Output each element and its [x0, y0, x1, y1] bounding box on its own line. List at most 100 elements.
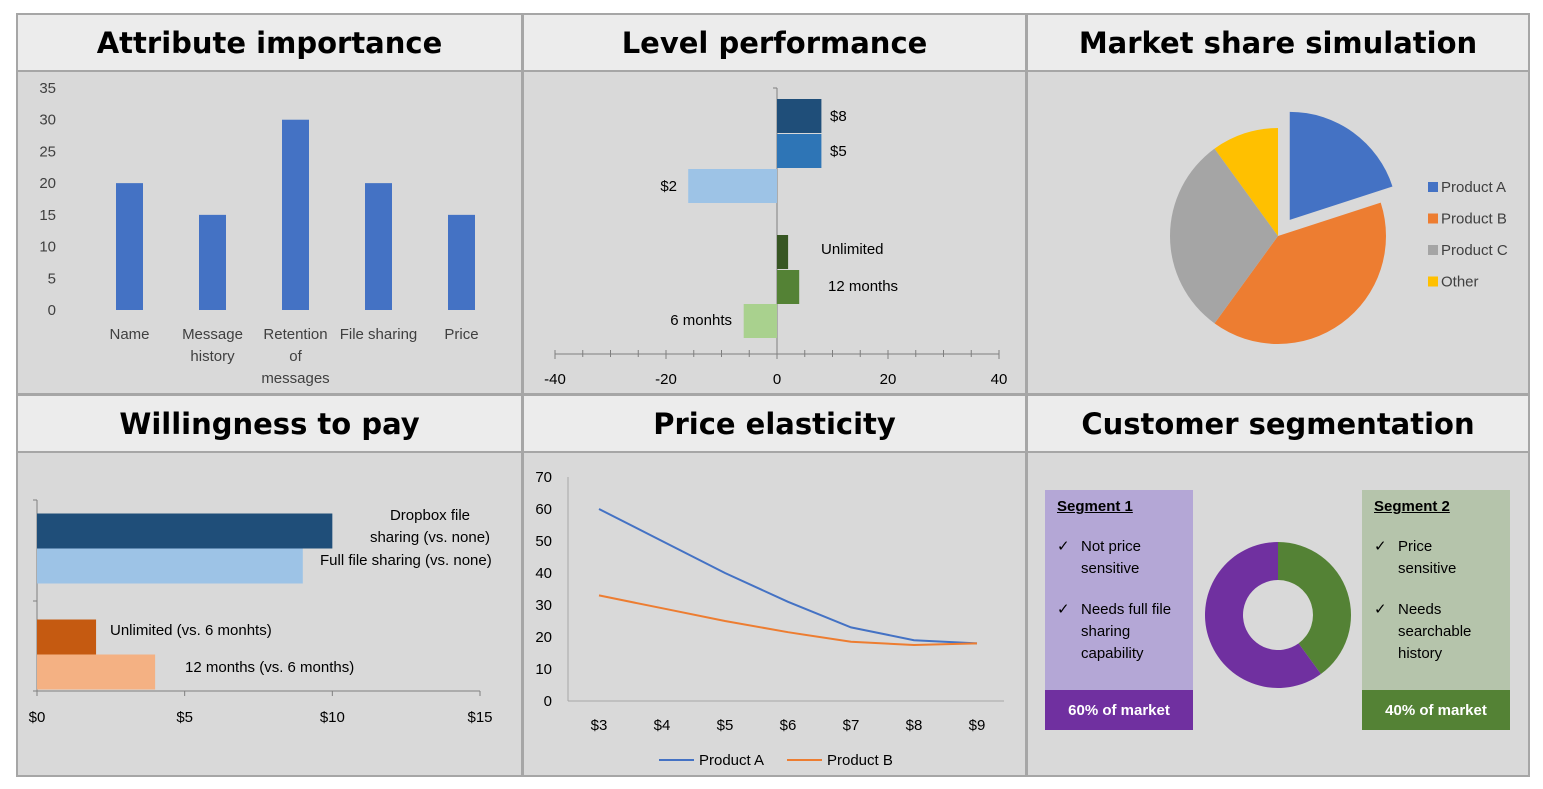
willingness-to-pay-chart: $0 $5 $10 $15 Dropbox file sharing (vs. none)…: [29, 499, 493, 726]
list-item: ✓ Needs full file sharing capability: [1057, 601, 1172, 662]
x-tick-label: $10: [320, 709, 345, 726]
bar: [37, 654, 156, 690]
legend-label: Product C: [1441, 242, 1508, 259]
x-tick-label: $5: [176, 709, 193, 726]
data-label: $5: [830, 143, 847, 160]
bar: [37, 513, 333, 549]
x-tick-label: $7: [843, 717, 860, 734]
bar: [777, 235, 789, 269]
bar: [199, 214, 226, 310]
x-tick-label: Retention: [263, 326, 327, 343]
donut-slice: [1205, 542, 1321, 688]
y-tick-label: 60: [535, 501, 552, 518]
price-elasticity-chart: 0 10 20 30 40 50 60 70 $3 $4 $5 $6 $7 $8 $9 Product A Pr…: [535, 469, 1004, 769]
x-tick-label: $6: [780, 717, 797, 734]
check-icon: ✓: [1374, 601, 1387, 618]
y-tick-label: 10: [39, 239, 56, 256]
panel-title: Market share simulation: [1028, 15, 1528, 72]
x-tick-label: $15: [467, 709, 492, 726]
legend-swatch: [1428, 182, 1438, 192]
bar: [743, 304, 777, 338]
legend-swatch: [1428, 276, 1438, 287]
attribute-importance-chart: 0 5 10 15 20 25 30 35 Name Message history Retentio…: [39, 80, 478, 387]
panel-price-elasticity: Price elasticity 0 10 20 30 40 50 60 70 $3 $4 $5 $6…: [524, 396, 1025, 775]
panel-title: Attribute importance: [18, 15, 521, 72]
x-tick-label: $9: [969, 717, 986, 734]
list-item: ✓ Not price sensitive: [1057, 538, 1142, 577]
y-tick-label: 25: [39, 143, 56, 160]
segment-footer: 40% of market: [1362, 690, 1510, 730]
bar: [777, 99, 822, 133]
divider: [18, 393, 1528, 396]
y-tick-label: 15: [39, 207, 56, 224]
bar: [777, 134, 822, 168]
x-tick-label: Name: [109, 326, 149, 343]
data-label: 6 monhts: [670, 312, 732, 329]
bar: [37, 548, 303, 584]
x-tick-label: of: [289, 348, 302, 365]
list-item: ✓ Needs searchable history: [1374, 601, 1472, 662]
pie-slice: [1214, 202, 1386, 345]
panel-title: Level performance: [524, 15, 1025, 72]
y-tick-label: 40: [535, 565, 552, 582]
legend-swatch: [1428, 213, 1438, 224]
y-tick-label: 20: [535, 629, 552, 646]
legend-label: Product A: [699, 752, 764, 769]
y-tick-label: 30: [39, 112, 56, 129]
panel-attribute-importance: Attribute importance 0 5 10 15 20 25 30 35 Name M…: [18, 15, 521, 393]
level-performance-chart: -40 -20 0 20 40 $8 $5 $2 Unlimited 12 months 6 mon…: [544, 87, 1008, 388]
segment-title: Segment 1: [1057, 498, 1133, 515]
segment-2-card: Segment 2 ✓ Price sensitive ✓ Needs search…: [1362, 490, 1510, 730]
panel-customer-segmentation: Customer segmentation Segment 1 ✓ Not pri…: [1028, 396, 1528, 775]
bar: [448, 214, 475, 310]
pie-slice: [1214, 128, 1278, 236]
legend-label: Product A: [1441, 179, 1506, 196]
data-label: Dropbox file: [390, 507, 470, 524]
x-tick-label: $5: [717, 717, 734, 734]
x-tick-label: 40: [991, 371, 1008, 388]
segment-1-card: Segment 1 ✓ Not price sensitive ✓ Needs fu…: [1045, 490, 1193, 730]
panel-willingness-to-pay: Willingness to pay $0 $5 $10 $15 Dropbox fil…: [18, 396, 521, 775]
donut-slice: [1278, 542, 1351, 675]
data-label: 12 months (vs. 6 months): [185, 659, 354, 676]
segment-points: ✓ Price sensitive ✓ Needs searchable histo…: [1374, 536, 1494, 684]
panel-title: Price elasticity: [524, 396, 1025, 453]
bar: [282, 119, 309, 310]
panel-title: Customer segmentation: [1028, 396, 1528, 453]
y-tick-label: 10: [535, 661, 552, 678]
data-label: Unlimited (vs. 6 monhts): [110, 622, 272, 639]
x-tick-label: 0: [773, 371, 781, 388]
check-icon: ✓: [1057, 601, 1070, 618]
x-tick-label: history: [190, 348, 235, 365]
legend-label: Product B: [827, 752, 893, 769]
panel-level-performance: Level performance -40 -20 0 20 40 $8 $5 $2 Unlim…: [524, 15, 1025, 393]
y-tick-label: 70: [535, 469, 552, 486]
bar: [777, 270, 800, 304]
x-tick-label: $3: [591, 717, 608, 734]
y-tick-label: 30: [535, 597, 552, 614]
x-tick-label: -20: [655, 371, 677, 388]
x-tick-label: -40: [544, 371, 566, 388]
dashboard: Attribute importance 0 5 10 15 20 25 30 35 Name M…: [16, 13, 1530, 777]
segment-points: ✓ Not price sensitive ✓ Needs full file sh…: [1057, 536, 1187, 684]
data-label: sharing (vs. none): [370, 529, 490, 546]
series-line: [598, 594, 978, 647]
x-tick-label: $4: [654, 717, 671, 734]
segmentation-donut: [1205, 542, 1351, 688]
data-label: Full file sharing (vs. none): [320, 552, 492, 569]
x-tick-label: File sharing: [340, 326, 418, 343]
panel-title: Willingness to pay: [18, 396, 521, 453]
y-tick-label: 50: [535, 533, 552, 550]
segment-footer: 60% of market: [1045, 690, 1193, 730]
pie-slice: [1170, 148, 1278, 324]
data-label: 12 months: [828, 278, 898, 295]
y-tick-label: 35: [39, 80, 56, 97]
legend-swatch: [1428, 245, 1438, 255]
market-share-chart: Product A Product B Product C Other: [1170, 111, 1508, 345]
pie-slice: [1289, 111, 1393, 220]
y-tick-label: 5: [48, 270, 56, 287]
bar: [116, 183, 143, 310]
x-tick-label: Price: [444, 326, 478, 343]
series-line: [598, 508, 978, 645]
x-tick-label: Message: [182, 326, 243, 343]
